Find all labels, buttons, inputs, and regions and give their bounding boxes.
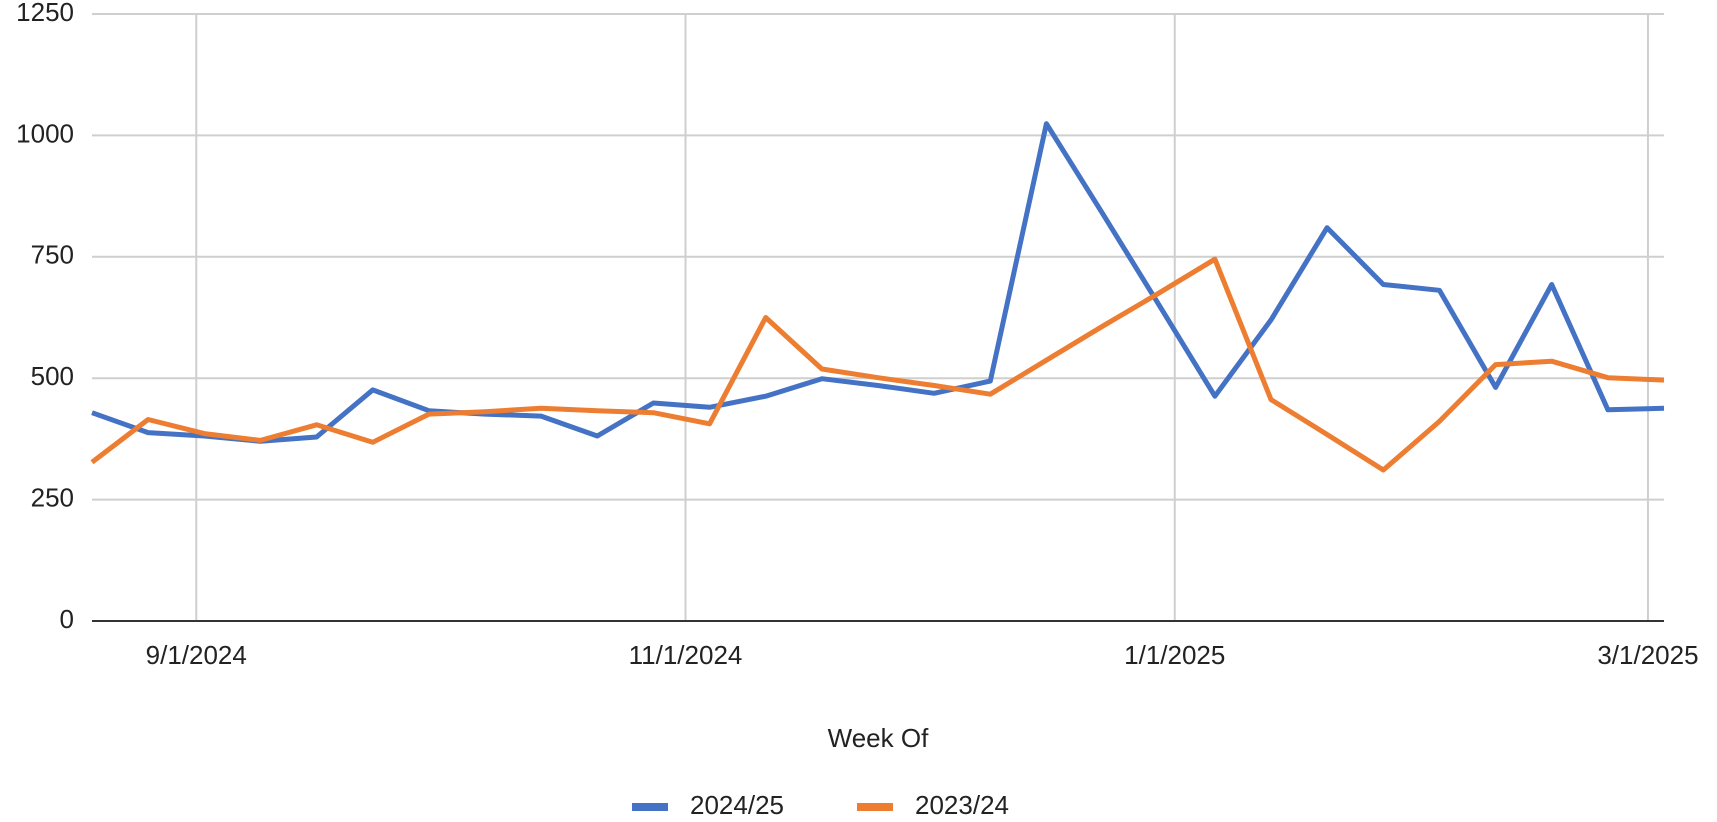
y-tick-label: 750 <box>31 240 74 270</box>
x-tick-label: 9/1/2024 <box>146 640 247 670</box>
x-tick-label: 3/1/2025 <box>1597 640 1698 670</box>
y-tick-label: 500 <box>31 361 74 391</box>
y-tick-label: 1250 <box>16 0 74 27</box>
series-line <box>90 256 1665 473</box>
y-tick-label: 0 <box>60 604 74 634</box>
legend-label: 2023/24 <box>915 790 1009 820</box>
y-tick-label: 1000 <box>16 118 74 148</box>
x-axis-title: Week Of <box>828 723 929 753</box>
legend-label: 2024/25 <box>690 790 784 820</box>
x-tick-label: 11/1/2024 <box>629 640 743 670</box>
series-line <box>91 121 1665 444</box>
y-tick-label: 250 <box>31 482 74 512</box>
x-tick-label: 1/1/2025 <box>1124 640 1225 670</box>
